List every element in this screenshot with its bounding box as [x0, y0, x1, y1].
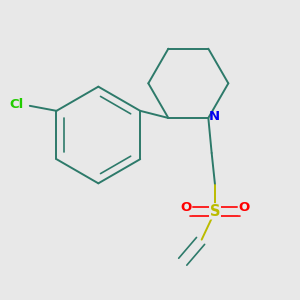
- Text: O: O: [238, 202, 250, 214]
- Text: Cl: Cl: [10, 98, 24, 111]
- Text: N: N: [209, 110, 220, 124]
- Text: S: S: [210, 204, 220, 219]
- Text: O: O: [180, 202, 192, 214]
